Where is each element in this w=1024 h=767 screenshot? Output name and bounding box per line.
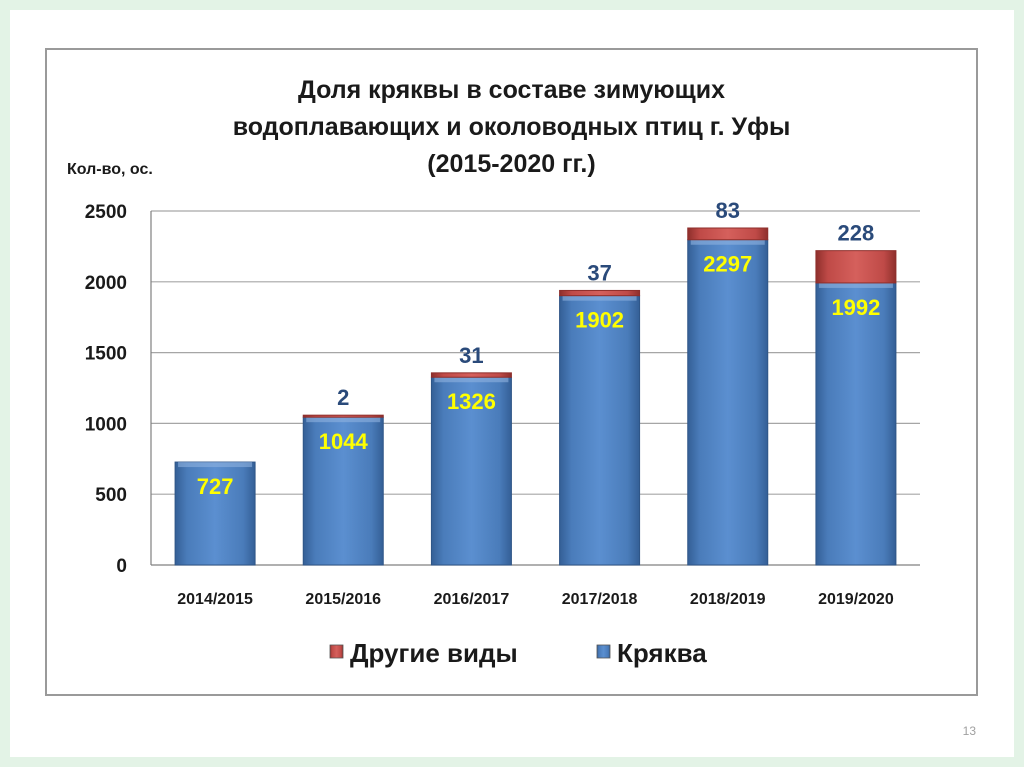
data-label-other-species: 2 bbox=[337, 385, 349, 410]
legend-label: Другие виды bbox=[350, 638, 518, 668]
y-axis-ticks: 0 500 1000 1500 2000 2500 bbox=[85, 202, 127, 577]
y-tick-label: 1000 bbox=[85, 414, 127, 435]
x-tick-label: 2016/2017 bbox=[434, 591, 510, 608]
data-label-other-species: 31 bbox=[459, 343, 483, 368]
chart-title: Доля кряквы в составе зимующих водоплава… bbox=[45, 72, 978, 183]
gridlines bbox=[150, 210, 920, 566]
data-label-kryakva: 1044 bbox=[319, 429, 369, 454]
data-label-kryakva: 1326 bbox=[447, 389, 496, 414]
bar-kryakva-highlight bbox=[562, 295, 637, 301]
bar-kryakva bbox=[430, 376, 512, 566]
bar-kryakva bbox=[302, 416, 384, 566]
bar-other-species bbox=[302, 414, 384, 418]
chart-title-line-2: водоплавающих и околоводных птиц г. Уфы bbox=[232, 113, 791, 141]
y-tick-label: 500 bbox=[95, 485, 127, 506]
legend-swatch bbox=[596, 644, 611, 659]
y-tick-label: 2000 bbox=[85, 273, 127, 294]
legend-swatch bbox=[329, 644, 344, 659]
bar-other-species bbox=[815, 250, 897, 284]
y-tick-label: 0 bbox=[116, 556, 127, 577]
y-axis-label: Кол-во, ос. bbox=[67, 161, 153, 178]
y-tick-label: 1500 bbox=[85, 344, 127, 365]
data-label-kryakva: 727 bbox=[197, 474, 234, 499]
legend-label: Кряква bbox=[617, 638, 707, 668]
bar-kryakva-highlight bbox=[690, 239, 765, 245]
data-label-kryakva: 1992 bbox=[831, 295, 880, 320]
bar-kryakva bbox=[559, 295, 641, 566]
bar-kryakva-highlight bbox=[306, 417, 381, 423]
x-tick-label: 2019/2020 bbox=[818, 591, 894, 608]
data-label-other-species: 37 bbox=[587, 260, 611, 285]
x-axis-ticks: 2014/2015 2015/2016 2016/2017 2017/2018 2018… bbox=[177, 591, 894, 608]
bar-kryakva-highlight bbox=[178, 462, 253, 468]
bar-kryakva-highlight bbox=[818, 282, 893, 288]
x-tick-label: 2018/2019 bbox=[690, 591, 766, 608]
y-tick-label: 2500 bbox=[85, 202, 127, 223]
x-tick-label: 2017/2018 bbox=[562, 591, 638, 608]
bar-kryakva bbox=[687, 239, 769, 566]
data-label-other-species: 83 bbox=[716, 198, 740, 223]
x-tick-label: 2014/2015 bbox=[177, 591, 253, 608]
bar-kryakva bbox=[174, 461, 256, 566]
legend: Другие виды Кряква bbox=[329, 638, 707, 668]
bar-other-species bbox=[559, 289, 641, 297]
chart-title-line-1: Доля кряквы в составе зимующих bbox=[297, 76, 726, 104]
x-tick-label: 2015/2016 bbox=[305, 591, 381, 608]
bar-kryakva bbox=[815, 282, 897, 566]
bars: 727 1044 2 1326 31 1902 37 2297 83 1992 228 bbox=[174, 198, 897, 566]
chart-title-line-3: (2015-2020 гг.) bbox=[427, 150, 596, 178]
bar-other-species bbox=[687, 227, 769, 241]
data-label-other-species: 228 bbox=[838, 221, 875, 246]
page-number: 13 bbox=[962, 724, 976, 738]
bar-kryakva-highlight bbox=[434, 377, 509, 383]
data-label-kryakva: 1902 bbox=[575, 308, 624, 333]
data-label-kryakva: 2297 bbox=[703, 252, 752, 277]
bar-other-species bbox=[430, 372, 512, 378]
